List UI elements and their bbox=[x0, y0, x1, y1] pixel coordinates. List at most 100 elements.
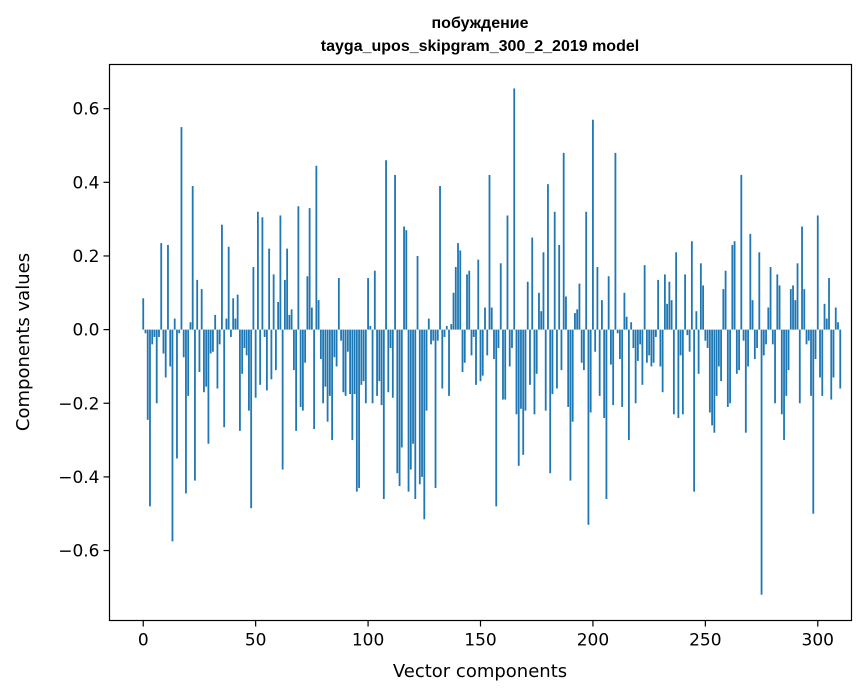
bar bbox=[695, 311, 698, 330]
bar bbox=[362, 329, 365, 382]
bar bbox=[812, 329, 815, 514]
bar bbox=[457, 243, 459, 330]
bar bbox=[668, 281, 671, 330]
y-tick-label: −0.2 bbox=[58, 394, 99, 414]
bar bbox=[396, 329, 399, 474]
bar bbox=[205, 329, 208, 387]
y-axis-label: Components values bbox=[13, 253, 34, 431]
bar bbox=[191, 186, 194, 330]
bar bbox=[681, 329, 684, 415]
bar bbox=[277, 302, 280, 330]
bar bbox=[400, 329, 403, 448]
bar bbox=[767, 307, 770, 330]
bar bbox=[769, 267, 772, 330]
bar bbox=[659, 329, 662, 367]
bar bbox=[619, 329, 621, 360]
bar bbox=[639, 329, 642, 345]
bar bbox=[414, 329, 417, 499]
bar bbox=[515, 329, 518, 415]
bar bbox=[353, 329, 356, 395]
bar bbox=[702, 285, 704, 330]
bar bbox=[499, 263, 502, 330]
bar bbox=[708, 329, 711, 413]
bar bbox=[421, 329, 423, 477]
bar bbox=[628, 329, 630, 441]
bar bbox=[286, 248, 289, 330]
bar bbox=[324, 329, 327, 387]
bar bbox=[839, 329, 842, 389]
bar bbox=[295, 329, 298, 431]
bar bbox=[549, 329, 552, 474]
bar bbox=[425, 329, 428, 411]
bar bbox=[459, 250, 462, 330]
bar bbox=[529, 329, 531, 385]
bar bbox=[268, 248, 271, 330]
bar bbox=[688, 329, 691, 352]
bar bbox=[169, 329, 172, 367]
bar bbox=[214, 314, 217, 330]
bar bbox=[711, 329, 713, 426]
bar bbox=[371, 329, 374, 404]
bar bbox=[493, 329, 495, 360]
bar bbox=[672, 329, 675, 415]
bar bbox=[337, 278, 340, 330]
bar bbox=[693, 329, 696, 492]
bar bbox=[511, 329, 513, 349]
bar bbox=[603, 329, 606, 418]
bar bbox=[328, 329, 331, 396]
bar bbox=[504, 329, 507, 400]
bar bbox=[313, 329, 316, 430]
y-tick-label: −0.6 bbox=[58, 542, 99, 562]
bar bbox=[704, 329, 707, 341]
x-tick-label: 250 bbox=[689, 631, 721, 651]
bar bbox=[304, 329, 307, 363]
bar bbox=[452, 292, 455, 330]
bar bbox=[443, 329, 446, 337]
bar bbox=[322, 329, 325, 404]
bar bbox=[556, 329, 558, 389]
bar bbox=[207, 329, 210, 444]
bar bbox=[164, 329, 167, 378]
bar bbox=[535, 329, 538, 374]
bar bbox=[288, 314, 291, 330]
bar bbox=[801, 226, 803, 330]
bar bbox=[771, 329, 774, 345]
bar bbox=[684, 274, 687, 330]
bar bbox=[823, 303, 826, 330]
bar bbox=[819, 329, 821, 378]
bar bbox=[144, 329, 147, 334]
bar bbox=[533, 329, 536, 415]
bar bbox=[310, 307, 313, 330]
bar bbox=[542, 252, 545, 330]
bar bbox=[394, 174, 396, 330]
bar bbox=[340, 329, 342, 341]
bar bbox=[544, 329, 547, 411]
bar bbox=[160, 243, 163, 330]
bar bbox=[657, 279, 660, 330]
bar bbox=[587, 329, 590, 525]
bar bbox=[369, 325, 372, 330]
bar bbox=[731, 244, 734, 330]
bar bbox=[248, 329, 250, 411]
bar bbox=[538, 292, 540, 330]
bar bbox=[263, 329, 266, 337]
bar bbox=[218, 329, 221, 345]
bar bbox=[292, 329, 295, 371]
bar bbox=[706, 329, 709, 349]
bar bbox=[713, 329, 716, 433]
bar bbox=[675, 252, 678, 330]
bar bbox=[279, 215, 282, 330]
bar bbox=[526, 281, 529, 330]
x-tick-label: 0 bbox=[138, 631, 149, 651]
bar bbox=[198, 329, 201, 372]
bar bbox=[142, 298, 145, 330]
bar bbox=[636, 329, 639, 361]
bar bbox=[189, 322, 192, 330]
bar bbox=[274, 329, 277, 371]
x-tick-label: 100 bbox=[352, 631, 384, 651]
bar bbox=[605, 329, 608, 499]
y-tick-label: 0.6 bbox=[72, 100, 99, 120]
bar bbox=[670, 300, 673, 330]
bar bbox=[560, 329, 563, 371]
bar bbox=[785, 329, 788, 396]
